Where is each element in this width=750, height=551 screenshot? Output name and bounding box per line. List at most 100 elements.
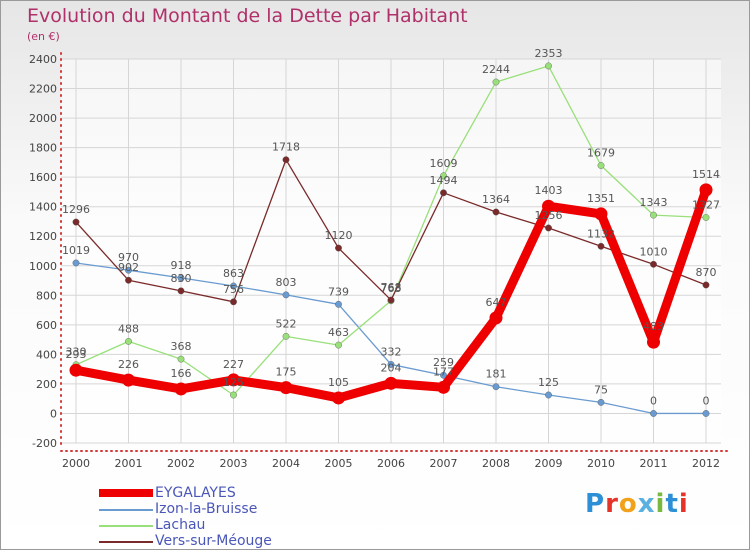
data-label: 75 xyxy=(594,383,608,396)
x-tick-label: 2001 xyxy=(115,457,143,470)
legend-label-izon-la-bruisse: Izon-la-Bruisse xyxy=(155,501,258,517)
y-tick-label: -200 xyxy=(32,437,57,450)
y-tick-label: 1200 xyxy=(29,230,57,243)
data-point xyxy=(282,291,290,299)
data-label: 226 xyxy=(118,358,139,371)
data-label: 488 xyxy=(118,322,139,335)
legend-item-izon-la-bruisse: Izon-la-Bruisse xyxy=(99,501,339,517)
x-tick-label: 2000 xyxy=(62,457,90,470)
data-label: 918 xyxy=(171,259,192,272)
data-label: 1132 xyxy=(587,227,615,240)
data-label: 870 xyxy=(696,266,717,279)
data-label: 0 xyxy=(650,394,657,407)
y-tick-label: 1600 xyxy=(29,171,57,184)
x-tick-label: 2011 xyxy=(640,457,668,470)
data-point xyxy=(440,172,447,180)
legend-swatch-izon-la-bruisse xyxy=(99,509,153,511)
chart-subtitle: (en €) xyxy=(27,30,60,43)
data-point xyxy=(647,335,660,349)
legend-swatch-vers-sur-meouge xyxy=(99,541,153,543)
data-label: 1351 xyxy=(587,192,615,205)
data-point xyxy=(492,78,500,86)
data-label: 1514 xyxy=(692,168,720,181)
data-label: 330 xyxy=(66,346,87,359)
data-point xyxy=(440,189,447,197)
data-label: 1364 xyxy=(482,193,510,206)
data-point xyxy=(545,224,552,232)
data-label: 1256 xyxy=(535,209,563,222)
data-label: 756 xyxy=(223,283,244,296)
data-label: 830 xyxy=(171,272,192,285)
axis-layer: -200020040060080010001200140016001800200… xyxy=(29,52,732,470)
data-point xyxy=(122,373,135,387)
data-label: 970 xyxy=(118,251,139,264)
data-label: 522 xyxy=(276,317,297,330)
data-label: 647 xyxy=(486,296,507,309)
data-point xyxy=(230,282,237,290)
data-label: 1609 xyxy=(430,157,458,170)
label-layer: 1019 970 918 863 803 739 332 259 181 125 75 0 0 330 48… xyxy=(62,47,720,408)
data-point xyxy=(177,287,185,295)
data-point xyxy=(650,260,657,268)
data-point xyxy=(125,266,132,274)
data-point xyxy=(72,218,80,226)
data-label: 0 xyxy=(703,394,710,407)
y-tick-label: 2400 xyxy=(29,53,57,66)
data-point xyxy=(384,376,398,390)
legend-label-eygalayes: EYGALAYES xyxy=(155,485,236,501)
x-tick-label: 2012 xyxy=(692,457,720,470)
data-label: 293 xyxy=(66,348,87,361)
data-label: 2244 xyxy=(482,63,510,76)
data-label: 1296 xyxy=(62,203,90,216)
data-point xyxy=(177,274,185,282)
data-point xyxy=(230,391,237,399)
data-point xyxy=(594,207,608,221)
data-label: 902 xyxy=(118,261,139,274)
data-label: 1494 xyxy=(430,174,458,187)
data-label: 1403 xyxy=(535,184,563,197)
y-tick-label: 600 xyxy=(36,319,57,332)
data-label: 227 xyxy=(223,358,244,371)
y-tick-label: 1400 xyxy=(29,201,57,214)
data-point xyxy=(702,214,710,221)
data-point xyxy=(545,62,552,70)
data-point xyxy=(69,363,83,377)
x-tick-label: 2004 xyxy=(272,457,300,470)
data-point xyxy=(177,355,185,363)
data-label: 1327 xyxy=(692,198,720,211)
legend-label-lachau: Lachau xyxy=(155,517,206,533)
chart-title: Evolution du Montant de la Dette par Hab… xyxy=(27,5,468,27)
y-tick-label: 400 xyxy=(36,348,57,361)
legend-swatch-eygalayes xyxy=(99,489,153,497)
y-tick-label: 0 xyxy=(50,407,57,420)
data-point xyxy=(437,380,450,394)
y-tick-label: 1000 xyxy=(29,260,57,273)
legend-item-eygalayes: EYGALAYES xyxy=(99,485,339,501)
data-label: 768 xyxy=(381,281,402,294)
y-tick-label: 2000 xyxy=(29,112,57,125)
data-point xyxy=(597,242,605,250)
x-tick-label: 2002 xyxy=(167,457,195,470)
legend-label-vers-sur-meouge: Vers-sur-Méouge xyxy=(155,533,272,549)
data-label: 368 xyxy=(171,340,192,353)
data-point xyxy=(282,156,290,164)
data-point xyxy=(335,300,342,308)
data-point xyxy=(489,311,503,325)
legend: EYGALAYES Izon-la-Bruisse Lachau Vers-su… xyxy=(99,485,339,549)
data-point xyxy=(387,296,395,304)
data-point xyxy=(650,410,657,417)
data-point xyxy=(492,383,500,391)
data-point xyxy=(335,341,342,349)
data-point xyxy=(125,337,132,345)
data-label: 1343 xyxy=(640,196,668,209)
data-label: 483 xyxy=(643,320,664,333)
legend-swatch-lachau xyxy=(99,525,153,527)
data-point xyxy=(279,381,293,395)
data-point xyxy=(72,259,80,267)
x-tick-label: 2003 xyxy=(220,457,248,470)
data-point xyxy=(597,162,605,169)
data-point xyxy=(545,391,552,399)
data-point xyxy=(440,371,447,379)
y-tick-label: 1800 xyxy=(29,142,57,155)
